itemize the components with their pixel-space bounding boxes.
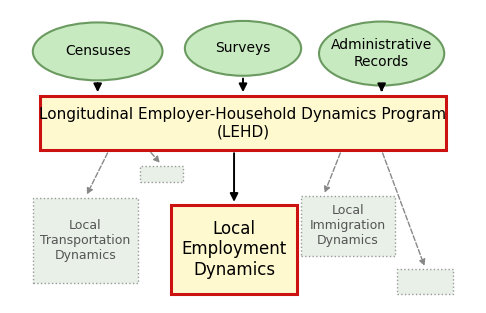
- Ellipse shape: [319, 22, 444, 85]
- FancyBboxPatch shape: [140, 166, 183, 182]
- Text: Censuses: Censuses: [65, 44, 130, 59]
- Text: Administrative
Records: Administrative Records: [331, 38, 432, 69]
- Ellipse shape: [185, 21, 301, 76]
- Text: Local
Transportation
Dynamics: Local Transportation Dynamics: [40, 219, 130, 262]
- Ellipse shape: [33, 23, 162, 80]
- FancyBboxPatch shape: [301, 196, 395, 255]
- Text: Longitudinal Employer-Household Dynamics Program
(LEHD): Longitudinal Employer-Household Dynamics…: [39, 107, 447, 139]
- FancyBboxPatch shape: [33, 198, 138, 283]
- Text: Local
Employment
Dynamics: Local Employment Dynamics: [181, 220, 287, 279]
- Text: Surveys: Surveys: [215, 41, 271, 55]
- FancyBboxPatch shape: [397, 269, 453, 294]
- Text: Local
Immigration
Dynamics: Local Immigration Dynamics: [310, 204, 386, 247]
- FancyBboxPatch shape: [172, 205, 296, 294]
- FancyBboxPatch shape: [39, 95, 447, 151]
